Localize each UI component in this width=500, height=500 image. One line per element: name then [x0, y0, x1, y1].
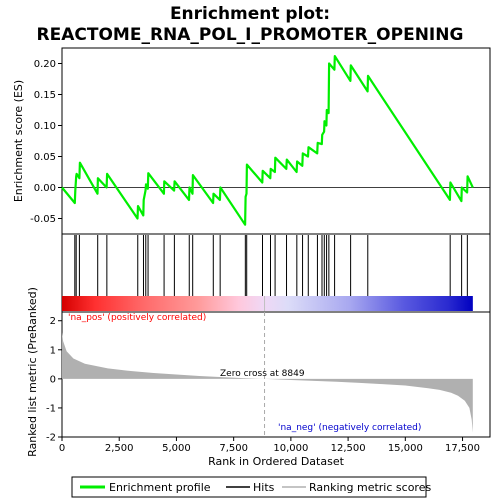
enrichment-score-panel: -0.05 0.00 0.05 0.10 0.15 0.20 — [30, 54, 490, 226]
ranked-metric-panel: -2 -1 0 1 2 0 2,500 5,000 7,500 10,000 12,500 15,00… — [46, 312, 480, 454]
legend: Enrichment profile Hits Ranking metric s… — [71, 476, 431, 498]
es-axis-label: Enrichment score (ES) — [12, 80, 25, 202]
neg-correlated-label: 'na_neg' (negatively correlated) — [278, 423, 421, 433]
es-y-tick-label: -0.05 — [30, 214, 56, 225]
zero-cross-label: Zero cross at 8849 — [220, 369, 305, 379]
plot-title-line-2: REACTOME_RNA_POL_I_PROMOTER_OPENING — [37, 25, 464, 45]
pos-correlated-label: 'na_pos' (positively correlated) — [68, 313, 206, 323]
plot-title-line-1: Enrichment plot: — [170, 4, 330, 24]
x-tick-label: 10,000 — [273, 443, 308, 454]
metric-y-tick-label: 2 — [50, 316, 56, 327]
x-tick-label: 5,000 — [162, 443, 191, 454]
es-y-tick-label: 0.10 — [34, 121, 56, 132]
enrichment-profile-line — [61, 54, 474, 226]
metric-y-tick-label: 1 — [50, 345, 56, 356]
x-tick-label: 0 — [59, 443, 65, 454]
metric-axis-label: Ranked list metric (PreRanked) — [26, 287, 39, 457]
enrichment-panel-frame — [61, 47, 491, 235]
ranking-metric-area — [62, 332, 473, 433]
x-tick-label: 12,500 — [331, 443, 366, 454]
es-y-tick-label: 0.15 — [34, 90, 56, 101]
metric-y-tick-label: 0 — [50, 374, 56, 385]
es-y-tick-label: 0.00 — [34, 183, 56, 194]
hits-panel — [62, 235, 473, 311]
x-axis-label: Rank in Ordered Dataset — [208, 455, 345, 468]
x-tick-label: 17,500 — [445, 443, 480, 454]
x-tick-label: 15,000 — [388, 443, 423, 454]
x-tick-label: 2,500 — [105, 443, 134, 454]
ranking-color-bar — [62, 296, 473, 311]
es-y-tick-label: 0.05 — [34, 152, 56, 163]
metric-y-tick-label: -1 — [46, 403, 56, 414]
x-tick-label: 7,500 — [219, 443, 248, 454]
metric-y-tick-label: -2 — [46, 433, 56, 444]
es-y-tick-label: 0.20 — [34, 59, 56, 70]
legend-label-hits: Hits — [253, 481, 275, 494]
legend-label-enrichment-profile: Enrichment profile — [109, 481, 211, 494]
legend-label-ranking-metric: Ranking metric scores — [309, 481, 431, 494]
